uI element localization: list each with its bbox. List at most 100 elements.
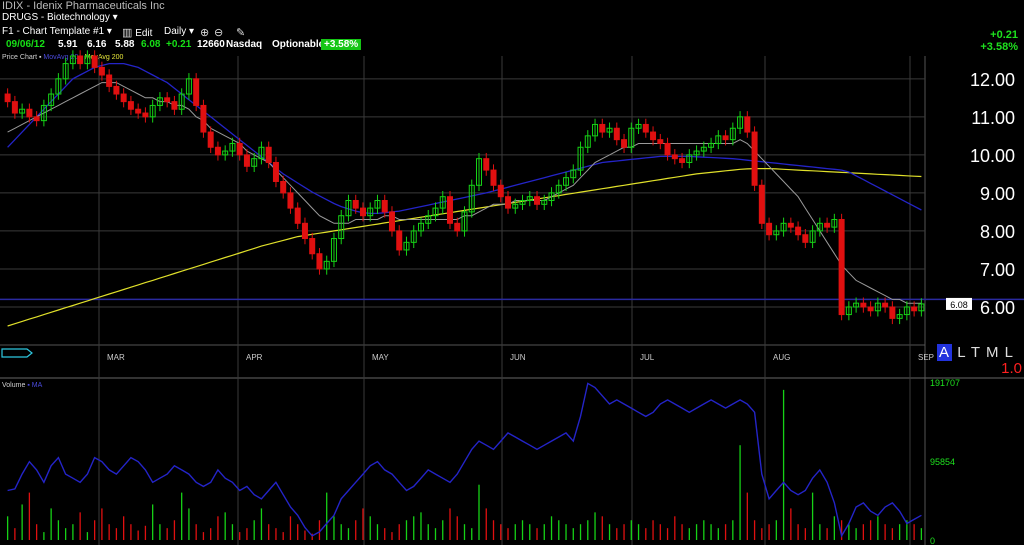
candle-body <box>505 196 512 209</box>
optionable-label: Optionable <box>272 39 325 50</box>
candle-body <box>650 131 657 141</box>
candle-body <box>425 215 432 224</box>
candle-body <box>555 184 562 194</box>
candle-body <box>621 139 628 148</box>
candle-body <box>367 207 374 217</box>
candle-body <box>911 306 918 312</box>
month-label: MAY <box>372 353 389 362</box>
candle-body <box>824 222 831 228</box>
letter-l[interactable]: L <box>957 344 966 361</box>
candle-body <box>722 135 729 141</box>
y-tick-label: 8.00 <box>980 222 1015 242</box>
candle-body <box>809 230 816 243</box>
quote-exchange: Nasdaq <box>226 39 263 50</box>
letter-a[interactable]: A <box>937 344 953 361</box>
candle-body <box>287 192 294 209</box>
candle-body <box>84 55 91 65</box>
candle-body <box>577 146 584 171</box>
edit-label: Edit <box>135 28 153 39</box>
candle-body <box>106 74 113 87</box>
candle-body <box>490 169 497 186</box>
month-label: SEP <box>918 353 934 362</box>
candle-body <box>359 207 366 217</box>
quote-low: 5.88 <box>115 39 135 50</box>
candle-body <box>642 123 649 133</box>
candle-body <box>671 154 678 160</box>
symbol-title: IDIX - Idenix Pharmaceuticals Inc <box>2 0 165 12</box>
candle-body <box>149 104 156 118</box>
candle-body <box>628 127 635 148</box>
candle-body <box>48 93 55 106</box>
candle-body <box>563 177 570 186</box>
candle-body <box>410 230 417 243</box>
candle-body <box>512 203 519 209</box>
edit-button[interactable]: ▥ Edit <box>122 26 152 39</box>
zoom-out-icon[interactable]: ⊖ <box>214 27 224 39</box>
candle-body <box>374 200 381 209</box>
candle-body <box>171 101 178 110</box>
candle-body <box>693 150 700 156</box>
candle-body <box>345 200 352 217</box>
candle-body <box>483 158 490 171</box>
candle-body <box>867 306 874 312</box>
candle-body <box>396 230 403 251</box>
letter-m[interactable]: M <box>985 344 1000 361</box>
candle-body <box>98 66 105 76</box>
month-label: JUN <box>510 353 526 362</box>
y-tick-label: 7.00 <box>980 260 1015 280</box>
candle-body <box>403 241 410 251</box>
candle-body <box>838 219 845 316</box>
list-selector[interactable]: DRUGS - Biotechnology ▾ <box>2 12 118 23</box>
candle-body <box>816 222 823 232</box>
candle-body <box>715 135 722 144</box>
candle-body <box>62 63 69 80</box>
y-tick-label: 10.00 <box>970 146 1015 166</box>
y-tick-label: 6.00 <box>980 298 1015 318</box>
last-price-label: 6.08 <box>950 300 968 310</box>
candle-body <box>251 158 258 167</box>
candle-body <box>918 303 925 312</box>
volume-ma-line <box>7 382 922 538</box>
candle-body <box>432 207 439 217</box>
letter-t[interactable]: T <box>970 344 981 361</box>
candle-body <box>91 55 98 68</box>
candle-body <box>853 302 860 308</box>
candle-body <box>874 302 881 312</box>
period-label: Daily <box>164 26 187 37</box>
candle-body <box>178 93 185 110</box>
candle-body <box>156 97 163 106</box>
candle-body <box>461 211 468 232</box>
volume-legend: Volume ▪ MA <box>2 382 43 389</box>
candle-body <box>882 302 889 308</box>
pencil-icon[interactable]: ✎ <box>236 27 246 39</box>
volume-tick-label: 0 <box>930 536 935 545</box>
list-label: DRUGS - Biotechnology <box>2 12 110 23</box>
candle-body <box>40 104 47 122</box>
candle-body <box>222 150 229 156</box>
candle-body <box>200 104 207 133</box>
candle-body <box>417 222 424 232</box>
candle-body <box>113 85 120 95</box>
candle-body <box>454 222 461 232</box>
candle-body <box>599 123 606 133</box>
candle-body <box>592 123 599 137</box>
quote-close: 6.08 <box>141 39 161 50</box>
candle-body <box>476 158 483 186</box>
candle-body <box>323 260 330 270</box>
candle-body <box>236 142 243 156</box>
period-selector[interactable]: Daily ▾ <box>164 26 194 37</box>
volume-tick-label: 95854 <box>930 457 955 467</box>
candle-body <box>780 222 787 232</box>
candle-body <box>185 78 192 95</box>
candle-body <box>548 192 555 201</box>
ma50-line <box>7 62 922 215</box>
volume-tick-label: 191707 <box>930 378 960 388</box>
candle-body <box>606 127 613 133</box>
letter-l2[interactable]: L <box>1004 344 1014 361</box>
toolbar-letters[interactable]: A L T M L <box>937 344 1014 361</box>
zoom-in-icon[interactable]: ⊕ <box>200 27 210 39</box>
template-selector[interactable]: F1 - Chart Template #1 ▾ <box>2 26 112 37</box>
quote-open: 5.91 <box>58 39 78 50</box>
candle-body <box>280 180 287 194</box>
